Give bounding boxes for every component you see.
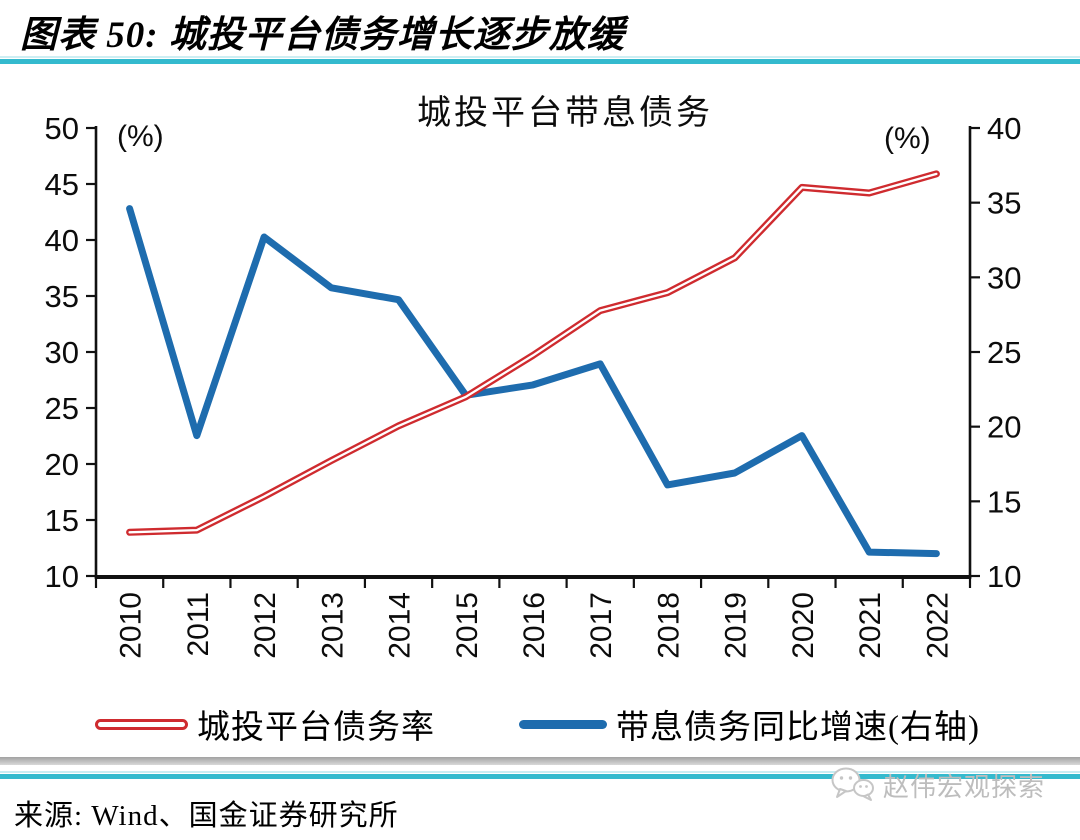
x-axis-tick-label: 2014 — [384, 592, 417, 659]
left-axis-tick-label: 50 — [45, 111, 79, 146]
left-axis-tick-label: 20 — [45, 447, 79, 482]
x-axis-tick-label: 2018 — [652, 592, 685, 659]
watermark: 赵伟宏观探索 — [830, 766, 1045, 804]
bottom-separator-highlight — [0, 771, 1080, 773]
debt-ratio-line — [126, 170, 940, 536]
left-axis-tick-label: 25 — [45, 391, 79, 426]
left-axis-tick-label: 45 — [45, 167, 79, 202]
watermark-text: 赵伟宏观探索 — [883, 772, 1046, 802]
x-axis-tick-label: 2020 — [787, 592, 820, 659]
top-separator-highlight — [0, 56, 1080, 58]
left-axis-tick-label: 15 — [45, 503, 79, 538]
x-axis-tick-label: 2016 — [518, 592, 551, 659]
bottom-separator-rule — [0, 774, 1080, 779]
legend-item-debt-ratio: 城投平台债务率 — [95, 700, 435, 748]
right-axis-tick-label: 20 — [987, 410, 1021, 445]
right-axis-tick-label: 40 — [987, 111, 1021, 146]
x-axis-tick-label: 2019 — [720, 592, 753, 659]
right-axis-tick-label: 10 — [987, 559, 1021, 594]
left-axis-tick-label: 40 — [45, 223, 79, 258]
legend-label-yoy-growth: 带息债务同比增速(右轴) — [616, 710, 980, 746]
chart-bottom-shadow-band — [0, 757, 1080, 765]
right-axis-tick-label: 30 — [987, 260, 1021, 295]
right-axis-tick-label: 25 — [987, 335, 1021, 370]
debt-ratio-line-inner-stripe — [128, 172, 938, 534]
legend-item-yoy-growth: 带息债务同比增速(右轴) — [519, 700, 980, 748]
left-axis-tick-label: 10 — [45, 559, 79, 594]
legend-swatch-debt-ratio — [95, 718, 188, 730]
source-note: 来源: Wind、国金证券研究所 — [14, 800, 399, 832]
yoy-growth-line — [126, 205, 940, 558]
top-separator-rule — [0, 59, 1080, 64]
x-axis-tick-label: 2013 — [316, 592, 349, 659]
chart-legend: 城投平台债务率 带息债务同比增速(右轴) — [95, 701, 980, 747]
x-axis-tick-label: 2012 — [249, 592, 282, 659]
x-axis-tick-label: 2021 — [854, 592, 887, 659]
legend-swatch-yoy-growth — [519, 719, 607, 729]
figure-title: 图表 50: 城投平台债务增长逐步放缓 — [20, 15, 625, 56]
left-axis-unit-label: (%) — [117, 120, 164, 153]
chart-title: 城投平台带息债务 — [417, 94, 713, 132]
x-axis-tick-label: 2011 — [182, 592, 215, 657]
x-axis-tick-label: 2010 — [115, 592, 148, 659]
x-axis-tick-label: 2015 — [451, 592, 484, 659]
right-axis-unit-label: (%) — [884, 122, 931, 155]
x-axis-tick-label: 2017 — [585, 592, 618, 659]
right-axis-tick-label: 15 — [987, 484, 1021, 519]
left-axis-tick-label: 30 — [45, 335, 79, 370]
left-axis-tick-label: 35 — [45, 279, 79, 314]
right-axis-tick-label: 35 — [987, 186, 1021, 221]
x-axis-tick-label: 2022 — [921, 592, 954, 659]
chart-canvas: 10 15 20 25 30 35 40 45 50 10 15 20 25 30 35 40 2010 2011… — [45, 94, 1022, 659]
legend-label-debt-ratio: 城投平台债务率 — [197, 710, 435, 746]
wechat-icon — [831, 767, 874, 801]
